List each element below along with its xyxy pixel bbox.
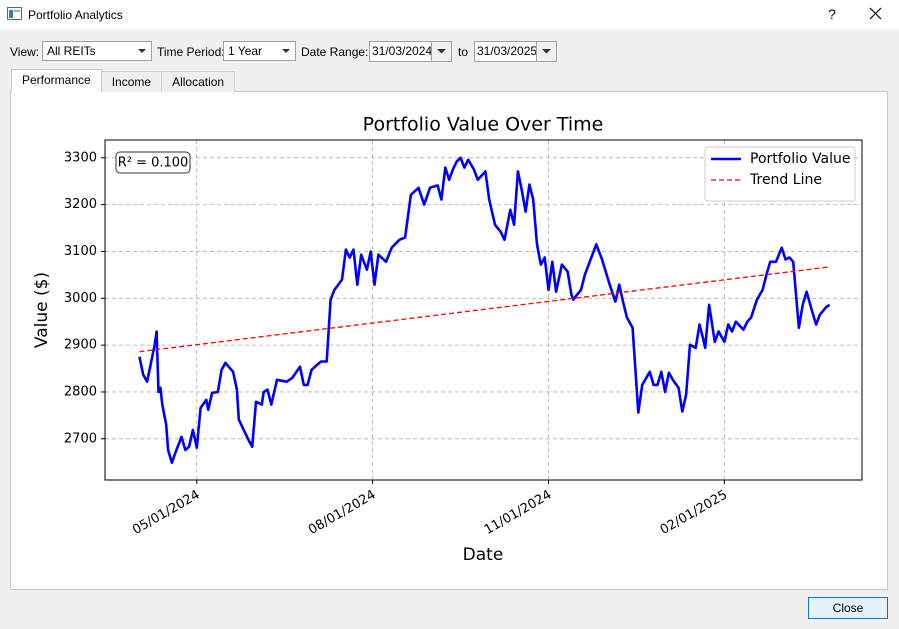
data-line [138,156,831,464]
close-window-button[interactable] [869,7,883,21]
y-tick-label: 2800 [64,384,97,399]
help-button[interactable]: ? [828,6,836,22]
end-date[interactable]: 31/03/2025 [474,41,557,62]
tab[interactable]: Allocation [161,71,236,92]
y-tick-label: 2900 [64,338,97,353]
plot-frame [104,139,863,481]
chart-title: Portfolio Value Over Time [363,114,604,136]
legend-label: Portfolio Value [750,151,851,167]
end-date-value: 31/03/2025 [477,44,538,58]
y-tick-label: 2700 [64,431,97,446]
title-bar: Portfolio Analytics ? [0,0,899,30]
y-axis-label: Value ($) [32,272,52,348]
legend-box [704,146,856,202]
y-tick-label: 3000 [64,291,97,306]
close-button[interactable]: Close [808,597,888,619]
tab[interactable]: Performance [11,69,102,92]
dropdown-arrow [138,49,146,53]
window-title: Portfolio Analytics [28,8,123,22]
x-axis-label: Date [463,545,504,565]
tab-bar: Performance Income Allocation [11,69,236,92]
annotation-box [115,151,191,174]
period-label: Time Period: [157,45,225,59]
annotation: R² = 0.100 [118,156,189,171]
y-tick-label: 3300 [64,150,97,165]
view-value: All REITs [47,44,96,58]
data-line [139,266,830,353]
start-date[interactable]: 31/03/2024 [369,41,452,62]
period-combo[interactable]: 1 Year [223,41,296,61]
y-tick-label: 3200 [64,197,97,212]
dropdown-arrow [431,42,451,61]
dropdown-arrow [536,42,556,61]
period-value: 1 Year [228,44,263,58]
dropdown-arrow [282,49,290,53]
view-label: View: [10,45,40,59]
range-label: Date Range: [301,45,369,59]
view-combo[interactable]: All REITs [42,41,152,61]
tab[interactable]: Income [100,71,163,92]
legend-label: Trend Line [749,172,822,188]
y-tick-label: 3100 [64,244,97,259]
to-label: to [458,45,469,59]
start-date-value: 31/03/2024 [372,44,433,58]
app-icon [7,7,22,20]
